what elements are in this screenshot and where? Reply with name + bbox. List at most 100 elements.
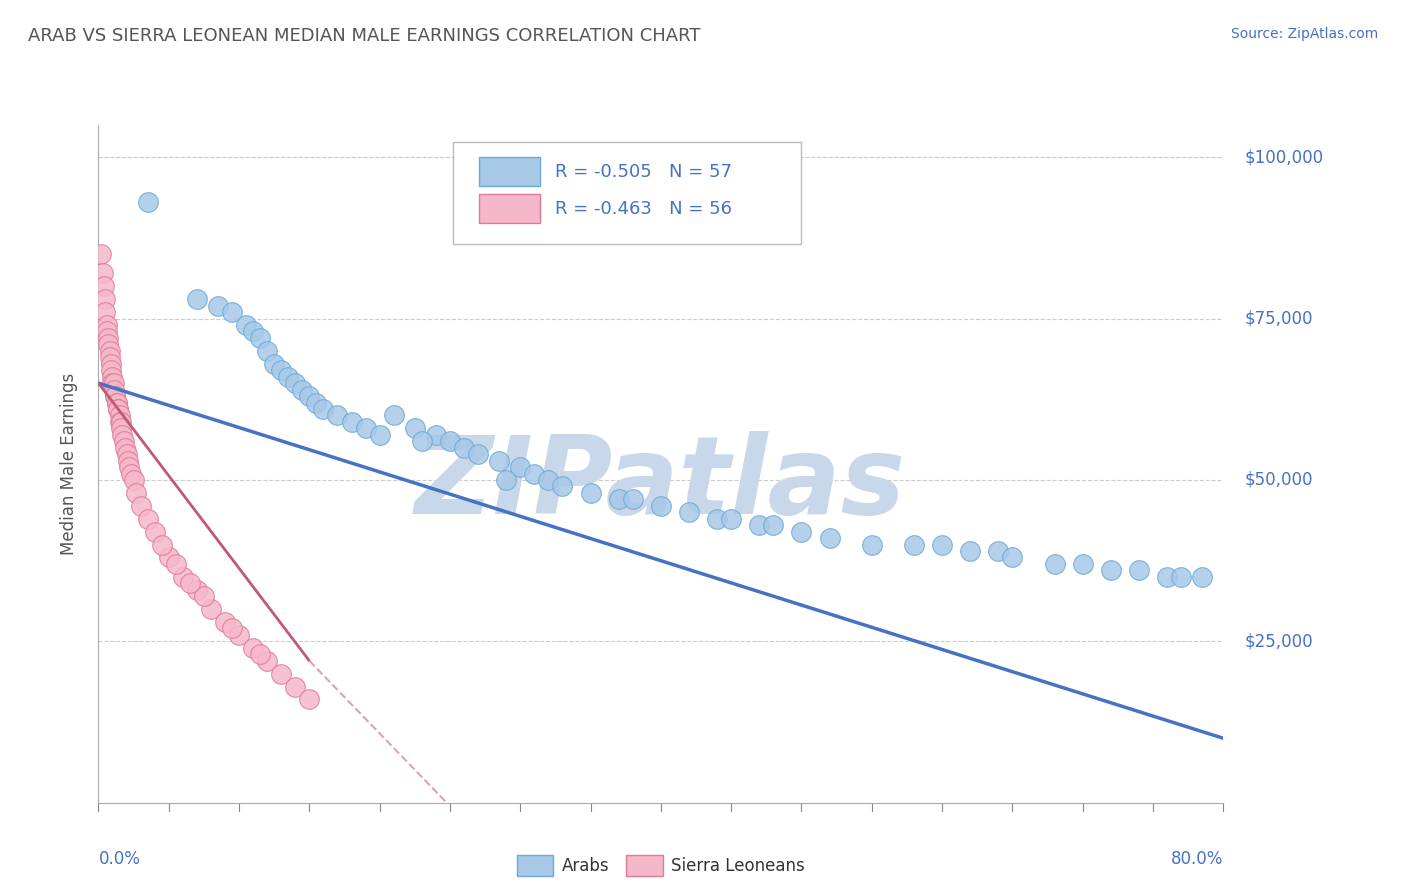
Point — [125, 486, 148, 500]
Text: $75,000: $75,000 — [1244, 310, 1313, 327]
Point — [1156, 570, 1178, 584]
Point — [110, 415, 132, 429]
Point — [790, 524, 813, 539]
Point — [284, 680, 307, 694]
Point — [179, 576, 201, 591]
Point — [105, 395, 128, 409]
Point — [90, 247, 112, 261]
Point — [165, 557, 187, 571]
Point — [172, 570, 194, 584]
Point — [115, 447, 138, 461]
Point — [270, 666, 292, 681]
Point — [98, 343, 121, 358]
Point — [193, 589, 215, 603]
Point — [1099, 563, 1122, 577]
Point — [112, 434, 135, 449]
Point — [931, 537, 953, 551]
Text: $25,000: $25,000 — [1244, 632, 1313, 650]
Point — [495, 473, 517, 487]
Point — [607, 492, 630, 507]
Point — [111, 427, 134, 442]
Point — [94, 305, 117, 319]
Point — [122, 473, 145, 487]
Text: $100,000: $100,000 — [1244, 148, 1323, 166]
Point — [903, 537, 925, 551]
Point — [354, 421, 377, 435]
Point — [150, 537, 173, 551]
Point — [959, 544, 981, 558]
Point — [100, 363, 122, 377]
Point — [105, 395, 128, 409]
Point — [108, 415, 131, 429]
Point — [284, 376, 307, 391]
Point — [101, 376, 124, 391]
Point — [110, 421, 132, 435]
Point — [157, 550, 180, 565]
Point — [96, 318, 118, 332]
Point — [98, 351, 121, 365]
Point — [467, 447, 489, 461]
Point — [235, 318, 257, 332]
Point — [114, 441, 136, 455]
Point — [650, 499, 672, 513]
Point — [249, 331, 271, 345]
Point — [277, 369, 299, 384]
Point — [537, 473, 560, 487]
Point — [1170, 570, 1192, 584]
Text: 80.0%: 80.0% — [1171, 850, 1223, 868]
Point — [291, 383, 314, 397]
Point — [97, 337, 120, 351]
Text: $50,000: $50,000 — [1244, 471, 1313, 489]
Point — [818, 531, 841, 545]
Point — [425, 427, 447, 442]
Point — [1128, 563, 1150, 577]
Point — [136, 512, 159, 526]
Point — [551, 479, 574, 493]
Point — [312, 401, 335, 416]
Point — [453, 441, 475, 455]
Point — [228, 628, 250, 642]
Point — [439, 434, 461, 449]
Point — [404, 421, 426, 435]
Point — [97, 331, 120, 345]
Point — [340, 415, 363, 429]
Point — [488, 453, 510, 467]
Point — [748, 518, 770, 533]
Point — [1043, 557, 1066, 571]
FancyBboxPatch shape — [478, 157, 540, 186]
Point — [93, 279, 115, 293]
Point — [242, 640, 264, 655]
Point — [249, 648, 271, 662]
Point — [256, 654, 278, 668]
Point — [91, 266, 114, 280]
Point — [1191, 570, 1213, 584]
Point — [263, 357, 285, 371]
Point — [221, 305, 243, 319]
Point — [270, 363, 292, 377]
Point — [298, 389, 321, 403]
Text: R = -0.505   N = 57: R = -0.505 N = 57 — [555, 163, 733, 181]
Point — [368, 427, 391, 442]
Point — [298, 692, 321, 706]
Point — [706, 512, 728, 526]
Point — [186, 292, 208, 306]
Point — [118, 460, 141, 475]
Point — [221, 622, 243, 636]
Point — [107, 401, 129, 416]
Point — [108, 409, 131, 423]
Point — [207, 299, 229, 313]
Point — [720, 512, 742, 526]
Point — [103, 376, 125, 391]
Point — [621, 492, 644, 507]
Point — [107, 401, 129, 416]
Text: Source: ZipAtlas.com: Source: ZipAtlas.com — [1230, 27, 1378, 41]
Point — [186, 582, 208, 597]
Text: 0.0%: 0.0% — [98, 850, 141, 868]
Point — [987, 544, 1010, 558]
Text: R = -0.463   N = 56: R = -0.463 N = 56 — [555, 200, 733, 218]
Point — [100, 357, 122, 371]
Y-axis label: Median Male Earnings: Median Male Earnings — [59, 373, 77, 555]
Point — [104, 389, 127, 403]
Point — [326, 409, 349, 423]
Point — [305, 395, 328, 409]
